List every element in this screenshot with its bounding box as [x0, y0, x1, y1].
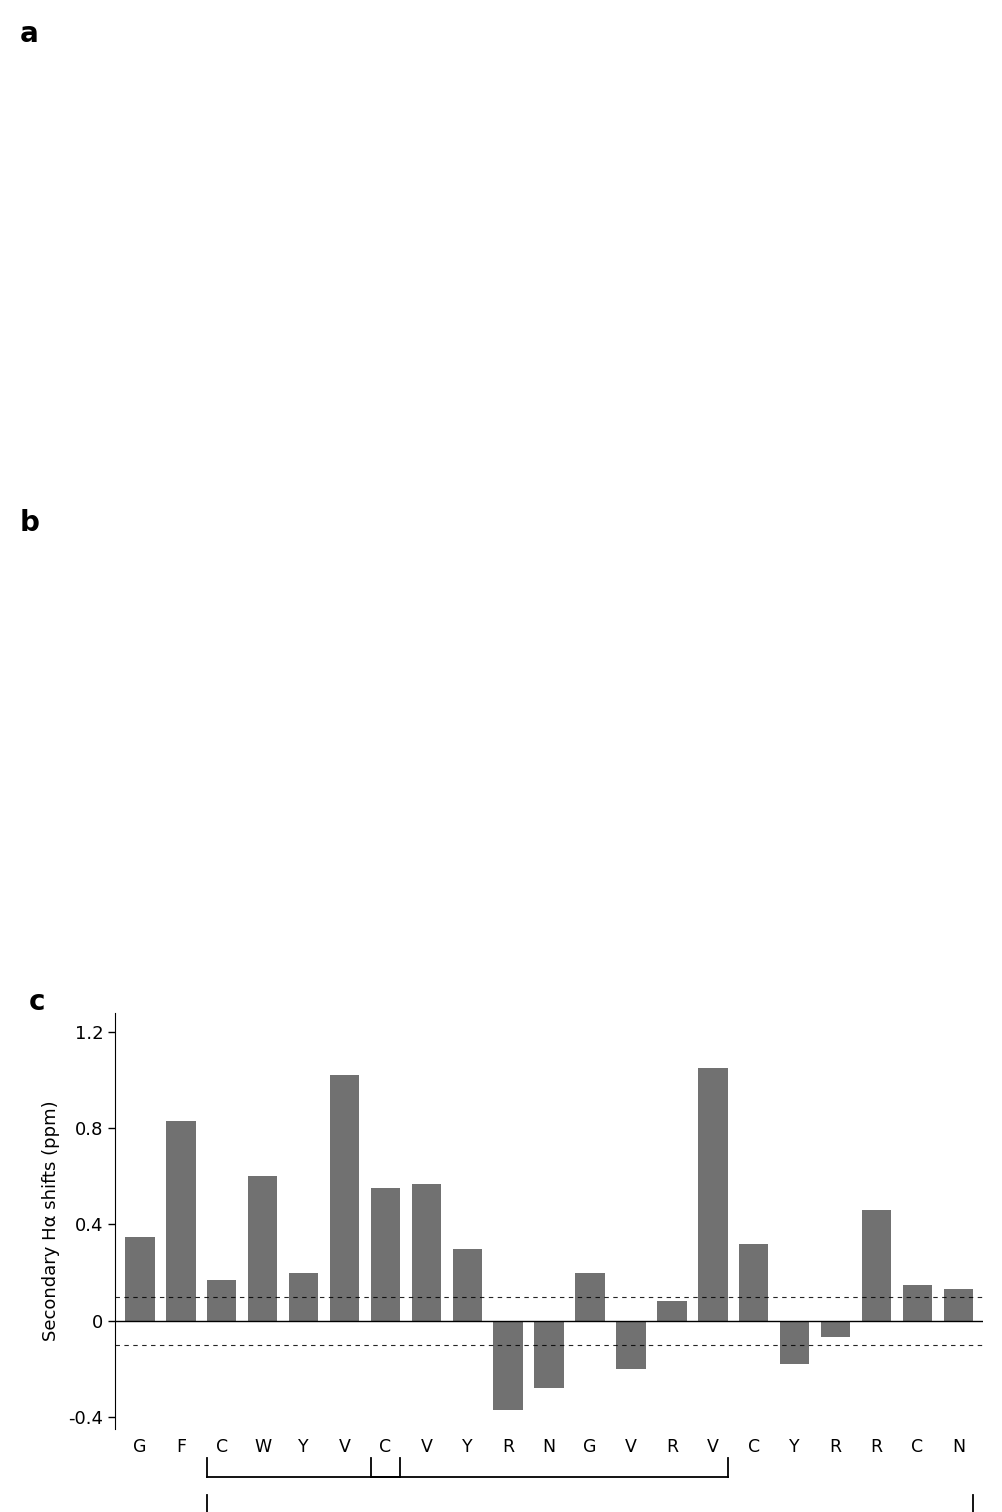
- Bar: [166, 1120, 195, 1320]
- Bar: [902, 1285, 931, 1320]
- Bar: [493, 1320, 522, 1409]
- Bar: [738, 1244, 768, 1320]
- Bar: [943, 1290, 972, 1320]
- Bar: [861, 1210, 891, 1320]
- Bar: [575, 1273, 604, 1320]
- Text: b: b: [20, 510, 40, 537]
- Bar: [780, 1320, 809, 1364]
- Bar: [289, 1273, 318, 1320]
- Text: a: a: [20, 20, 39, 47]
- Y-axis label: Secondary Hα shifts (ppm): Secondary Hα shifts (ppm): [42, 1101, 60, 1341]
- Bar: [206, 1279, 236, 1320]
- Bar: [411, 1184, 441, 1320]
- Text: c: c: [29, 987, 45, 1016]
- Bar: [697, 1067, 726, 1320]
- Bar: [452, 1249, 482, 1320]
- Bar: [820, 1320, 850, 1338]
- Bar: [330, 1075, 359, 1320]
- Bar: [247, 1176, 278, 1320]
- Bar: [615, 1320, 645, 1368]
- Bar: [371, 1188, 400, 1320]
- Bar: [534, 1320, 563, 1388]
- Bar: [125, 1237, 154, 1320]
- Bar: [656, 1302, 686, 1320]
